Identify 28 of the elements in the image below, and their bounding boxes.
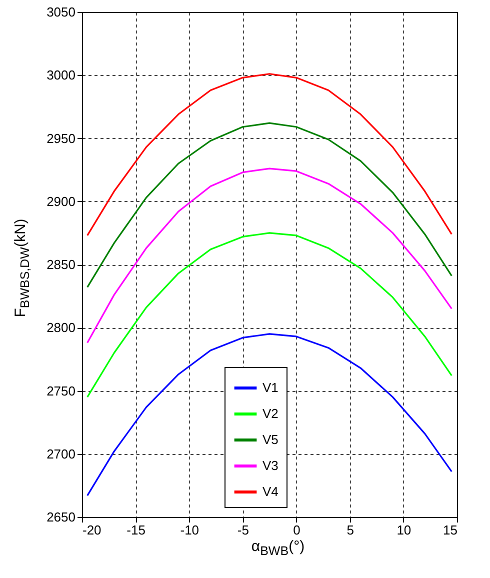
y-tick-label: 2650	[46, 510, 76, 524]
line-series	[86, 122, 452, 288]
legend-label: V4	[262, 484, 278, 499]
y-tick-label: 3050	[46, 4, 76, 20]
legend-label: V2	[262, 406, 278, 421]
x-tick-label: -10	[180, 522, 200, 538]
x-tick-label: -20	[82, 522, 102, 538]
y-tick-label: 2850	[46, 257, 76, 272]
y-tick-label: 3000	[46, 68, 76, 83]
line-series	[86, 73, 452, 236]
y-tick-label: 2900	[46, 194, 76, 209]
line-series	[86, 333, 452, 496]
y-tick-label: 2800	[46, 320, 76, 336]
legend-label: V1	[262, 380, 278, 395]
x-tick-label: 10	[396, 522, 412, 538]
y-tick-label: 2750	[46, 383, 76, 398]
x-tick-label: 0	[293, 522, 300, 538]
x-tick-label: -5	[237, 522, 249, 538]
line-series	[86, 168, 452, 344]
y-tick-label: 2700	[46, 446, 76, 462]
legend-label: V3	[262, 458, 278, 473]
x-tick-label: -15	[126, 522, 146, 538]
legend-label: V5	[262, 432, 278, 447]
x-axis-title: α$_{BWB}$(°)	[251, 538, 305, 558]
line-series	[86, 232, 452, 398]
x-tick-label: 15	[443, 522, 458, 538]
x-tick-label: 5	[346, 522, 354, 538]
y-tick-label: 2950	[46, 130, 76, 146]
